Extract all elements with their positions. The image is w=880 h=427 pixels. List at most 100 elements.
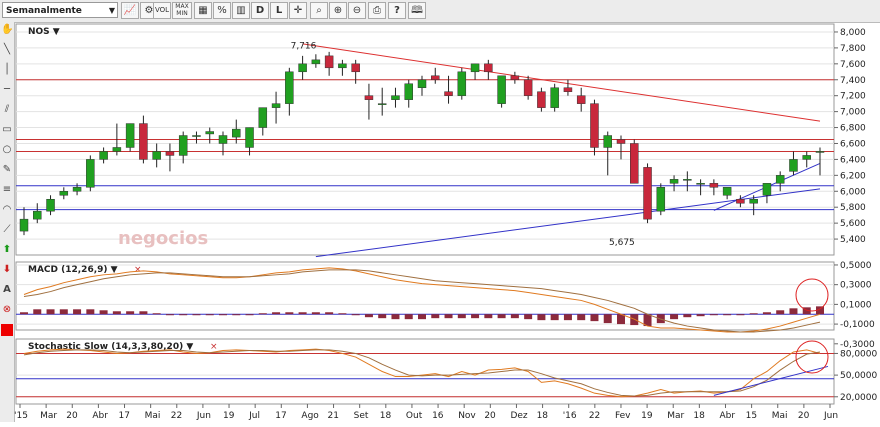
x-tick-label: 18: [537, 411, 549, 421]
candle-body: [590, 103, 599, 148]
candle-body: [324, 55, 334, 69]
hand-icon[interactable]: ✋: [1, 24, 14, 35]
macd-histogram-bar: [86, 309, 95, 315]
macd-histogram-bar: [351, 314, 360, 316]
drawing-toolbar: ✋ ╲ │ ─ ⫽ ▭ ○ ✎ ≡ ◠ ⟋ ⬆ ⬇ A ⊗: [0, 22, 15, 422]
y-tick-label: 7,600: [840, 60, 866, 70]
chart-type-button[interactable]: ▥: [232, 2, 250, 19]
price-annotation: 7,716: [291, 42, 317, 52]
text-tool-icon[interactable]: A: [3, 284, 11, 295]
macd-panel: 0,5000 0,3000 0,1000 -0,1000 -0,3000 MACD (12…: [15, 261, 875, 350]
macd-histogram-bar: [816, 306, 824, 315]
l-button[interactable]: L: [270, 2, 288, 19]
panel-title: NOS ▼: [28, 27, 60, 37]
watermark: negocios: [118, 228, 208, 249]
rect-tool-icon[interactable]: ▭: [2, 124, 12, 135]
help-button[interactable]: ?: [388, 2, 406, 19]
macd-histogram-bar: [272, 312, 281, 315]
pen-tool-icon[interactable]: ✎: [2, 164, 12, 175]
y-tick-label: 20,0000: [840, 393, 877, 403]
candle-body: [815, 151, 825, 153]
d-button[interactable]: D: [251, 2, 269, 19]
zoom-out-button[interactable]: ⊖: [348, 2, 366, 19]
book-button[interactable]: 🕮: [408, 2, 426, 19]
x-tick-label: Dez: [510, 411, 527, 421]
circle-tool-icon[interactable]: ○: [2, 144, 12, 155]
x-tick-label: Jul: [248, 411, 260, 421]
arc-tool-icon[interactable]: ◠: [2, 204, 12, 215]
panel-title: Stochastic Slow (14,3,3,80,20) ▼: [28, 342, 193, 352]
x-tick-label: Mar: [40, 411, 57, 421]
y-tick-label: 6,800: [840, 124, 866, 134]
x-tick-label: 20: [484, 411, 496, 421]
candle-body: [656, 187, 666, 212]
macd-histogram-bar: [404, 314, 413, 320]
candle-body: [46, 198, 55, 212]
macd-histogram-bar: [762, 312, 771, 315]
x-tick-label: 16: [432, 411, 444, 421]
line-tool-icon[interactable]: ╲: [3, 44, 11, 55]
macd-histogram-bar: [20, 312, 28, 315]
candle-body: [192, 135, 201, 137]
y-tick-label: -0,1000: [840, 320, 875, 330]
table-button[interactable]: ▦: [194, 2, 212, 19]
period-select[interactable]: Semanalmente ▼: [2, 2, 118, 18]
x-tick-label: Nov: [458, 411, 476, 421]
d-label: D: [255, 5, 265, 16]
maxmin-button[interactable]: MAX MIN: [172, 2, 192, 19]
candle-body: [377, 103, 387, 105]
channel-tool-icon[interactable]: ⫽: [4, 104, 10, 115]
y-tick-label: 6,200: [840, 171, 866, 181]
macd-histogram-bar: [205, 314, 214, 316]
chevron-down-icon: ▼: [108, 6, 115, 15]
macd-histogram-bar: [431, 314, 440, 319]
trend-line: [713, 365, 829, 396]
candle-body: [99, 151, 108, 160]
zoom-button[interactable]: ⌕: [310, 2, 328, 19]
crosshair-button[interactable]: ✛: [289, 2, 307, 19]
candle-body: [775, 175, 785, 184]
macd-histogram-bar: [524, 314, 533, 320]
fib-tool-icon[interactable]: ≡: [2, 184, 12, 195]
macd-histogram-bar: [258, 313, 267, 315]
candle-body: [683, 179, 692, 181]
x-axis: '15 Mar 20 Abr 17 Mai 22 Jun 19 Jul 17 Ago 21 Set 18 Ou…: [14, 404, 838, 421]
x-tick-label: 19: [223, 411, 235, 421]
x-tick-label: '16: [563, 411, 577, 421]
candle-body: [245, 127, 254, 148]
candle-body: [523, 79, 533, 96]
macd-line: [23, 267, 821, 333]
arrow-down-icon[interactable]: ⬇: [2, 264, 12, 275]
print-button[interactable]: ⎙: [368, 2, 386, 19]
x-tick-label: 18: [380, 411, 392, 421]
fan-tool-icon[interactable]: ⟋: [3, 224, 11, 235]
price-panel: 8,000 7,800 7,600 7,400 7,200 7,000 6,800 6,600…: [15, 23, 866, 258]
macd-histogram-bar: [457, 314, 466, 319]
price-annotation: 5,675: [609, 238, 635, 248]
x-tick-label: Jun: [196, 411, 211, 421]
percent-button[interactable]: %: [213, 2, 231, 19]
highlight-circle: [795, 278, 829, 312]
trend-button[interactable]: 📈: [121, 2, 139, 19]
candle-body: [709, 183, 719, 188]
hline-tool-icon[interactable]: ─: [3, 84, 11, 95]
candle-body: [298, 63, 307, 73]
color-swatch[interactable]: [1, 324, 13, 336]
candle-body: [152, 151, 161, 160]
macd-histogram-bar: [670, 314, 679, 320]
vline-tool-icon[interactable]: │: [3, 64, 11, 75]
macd-histogram-bar: [179, 314, 188, 316]
macd-histogram-bar: [325, 312, 334, 315]
macd-histogram-bar: [749, 313, 758, 315]
vol-button[interactable]: VOL: [153, 2, 171, 19]
zoom-in-button[interactable]: ⊕: [329, 2, 347, 19]
macd-histogram-bar: [696, 314, 705, 317]
delete-icon[interactable]: ⊗: [2, 304, 12, 315]
close-icon: ×: [134, 265, 142, 275]
candle-body: [431, 75, 440, 81]
y-tick-label: 0,5000: [840, 261, 872, 271]
y-tick-label: 8,000: [840, 28, 866, 38]
arrow-up-icon[interactable]: ⬆: [2, 244, 12, 255]
candle-body: [616, 139, 626, 144]
